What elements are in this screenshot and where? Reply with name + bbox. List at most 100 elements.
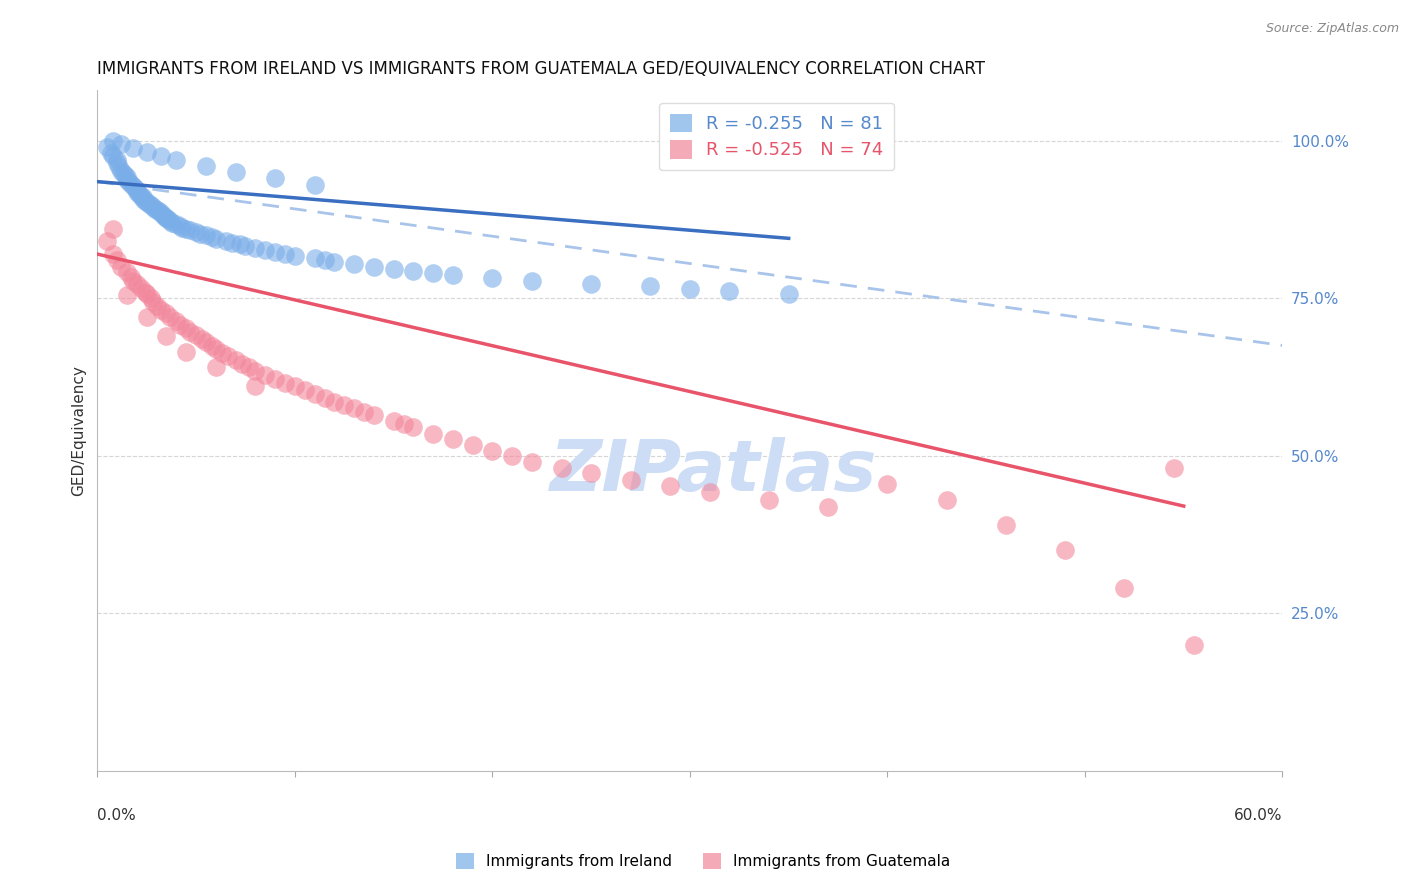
Point bbox=[205, 360, 228, 375]
Point bbox=[143, 202, 166, 216]
Point bbox=[274, 247, 297, 261]
Point bbox=[659, 479, 682, 493]
Point bbox=[195, 159, 218, 173]
Point bbox=[304, 178, 326, 192]
Point bbox=[138, 196, 160, 211]
Point bbox=[284, 379, 307, 393]
Point bbox=[699, 485, 721, 500]
Point bbox=[169, 219, 191, 233]
Point bbox=[174, 344, 197, 359]
Point bbox=[231, 357, 253, 371]
Point bbox=[264, 244, 287, 259]
Legend: Immigrants from Ireland, Immigrants from Guatemala: Immigrants from Ireland, Immigrants from… bbox=[450, 847, 956, 875]
Point bbox=[149, 302, 172, 317]
Point bbox=[172, 220, 194, 235]
Point bbox=[174, 222, 197, 236]
Point bbox=[238, 360, 260, 375]
Point bbox=[245, 241, 267, 255]
Point bbox=[155, 329, 177, 343]
Legend: R = -0.255   N = 81, R = -0.525   N = 74: R = -0.255 N = 81, R = -0.525 N = 74 bbox=[659, 103, 894, 170]
Point bbox=[264, 171, 287, 186]
Point bbox=[994, 518, 1017, 533]
Point bbox=[205, 342, 228, 356]
Point bbox=[134, 194, 156, 208]
Point bbox=[778, 287, 800, 301]
Point bbox=[153, 210, 176, 224]
Point bbox=[155, 306, 177, 320]
Point bbox=[481, 271, 503, 285]
Point bbox=[461, 438, 484, 452]
Point bbox=[162, 216, 184, 230]
Point bbox=[115, 170, 138, 185]
Point bbox=[188, 227, 211, 241]
Point bbox=[169, 318, 191, 332]
Point bbox=[128, 187, 150, 202]
Point bbox=[155, 211, 177, 226]
Text: 60.0%: 60.0% bbox=[1234, 808, 1282, 823]
Point bbox=[122, 179, 145, 194]
Point bbox=[402, 264, 425, 278]
Point bbox=[392, 417, 415, 432]
Point bbox=[159, 310, 181, 324]
Point bbox=[142, 200, 165, 214]
Point bbox=[520, 274, 543, 288]
Point bbox=[105, 253, 128, 268]
Point bbox=[96, 235, 118, 249]
Point bbox=[817, 500, 839, 515]
Point bbox=[402, 420, 425, 434]
Point bbox=[122, 274, 145, 288]
Point bbox=[125, 186, 148, 200]
Point bbox=[135, 287, 157, 301]
Y-axis label: GED/Equivalency: GED/Equivalency bbox=[72, 365, 86, 496]
Point bbox=[139, 291, 162, 305]
Point bbox=[343, 257, 366, 271]
Point bbox=[304, 252, 326, 266]
Text: Source: ZipAtlas.com: Source: ZipAtlas.com bbox=[1265, 22, 1399, 36]
Point bbox=[1114, 581, 1136, 595]
Point bbox=[245, 379, 267, 393]
Point bbox=[245, 364, 267, 378]
Point bbox=[382, 261, 405, 276]
Point bbox=[274, 376, 297, 390]
Point bbox=[215, 234, 238, 248]
Text: IMMIGRANTS FROM IRELAND VS IMMIGRANTS FROM GUATEMALA GED/EQUIVALENCY CORRELATION: IMMIGRANTS FROM IRELAND VS IMMIGRANTS FR… bbox=[97, 60, 986, 78]
Point bbox=[422, 266, 444, 280]
Point bbox=[105, 155, 128, 169]
Point bbox=[876, 477, 898, 491]
Point bbox=[235, 239, 257, 253]
Point bbox=[221, 235, 243, 250]
Point bbox=[110, 164, 132, 178]
Point bbox=[935, 492, 957, 507]
Point bbox=[165, 153, 187, 167]
Point bbox=[620, 473, 643, 487]
Point bbox=[284, 249, 307, 263]
Point bbox=[179, 325, 201, 339]
Point bbox=[129, 189, 152, 203]
Point bbox=[142, 295, 165, 310]
Point bbox=[124, 181, 146, 195]
Text: 0.0%: 0.0% bbox=[97, 808, 136, 823]
Point bbox=[96, 140, 118, 154]
Point bbox=[134, 285, 156, 299]
Point bbox=[165, 217, 187, 231]
Point bbox=[125, 277, 148, 292]
Point bbox=[135, 195, 157, 210]
Point bbox=[254, 368, 277, 382]
Point bbox=[148, 204, 170, 219]
Point bbox=[679, 282, 702, 296]
Point bbox=[441, 432, 464, 446]
Point bbox=[201, 339, 224, 353]
Point bbox=[228, 237, 250, 252]
Point bbox=[108, 160, 131, 174]
Point bbox=[110, 136, 132, 151]
Point bbox=[550, 460, 572, 475]
Point bbox=[211, 346, 233, 360]
Point bbox=[1163, 461, 1185, 475]
Point bbox=[353, 404, 375, 418]
Point bbox=[112, 166, 135, 180]
Point bbox=[294, 383, 316, 397]
Point bbox=[184, 225, 207, 239]
Point bbox=[501, 450, 523, 464]
Point bbox=[115, 288, 138, 302]
Point bbox=[191, 331, 214, 345]
